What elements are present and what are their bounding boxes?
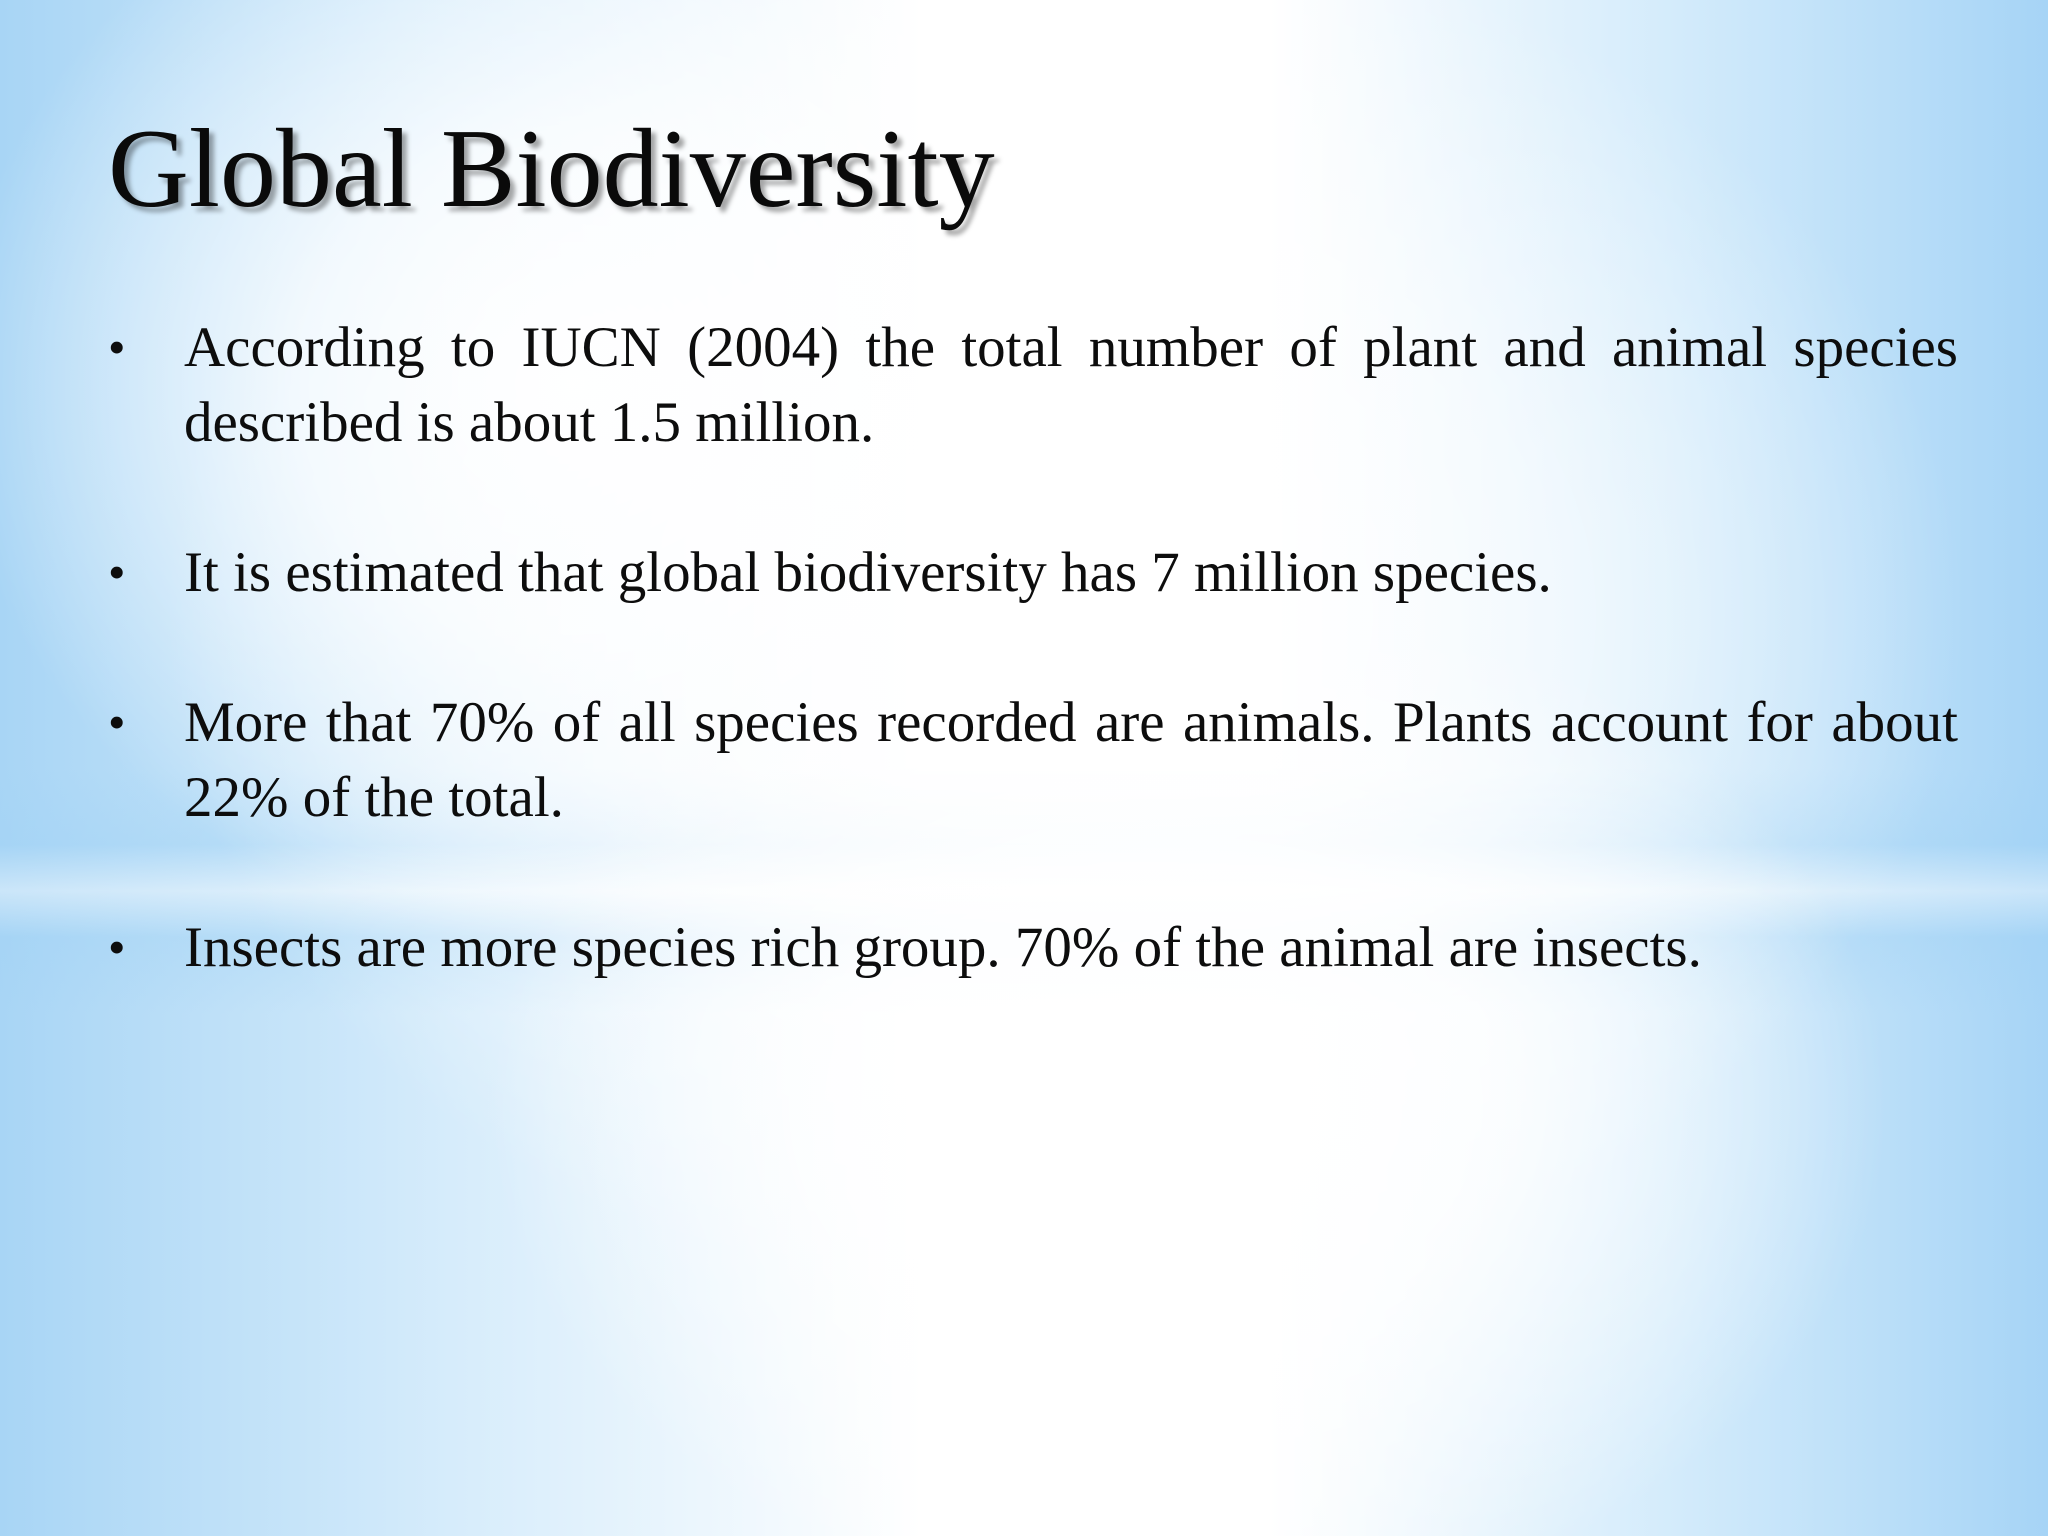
bullet-text: Insects are more species rich group. 70%… [184,916,1702,979]
slide-title: Global Biodiversity [108,107,995,231]
bullet-text: According to IUCN (2004) the total numbe… [184,316,1958,454]
bullet-text: More that 70% of all species recorded ar… [184,691,1958,829]
list-item: • It is estimated that global biodiversi… [108,535,1958,610]
bullet-icon: • [108,544,126,600]
list-item: • More that 70% of all species recorded … [108,685,1958,835]
bullet-icon: • [108,694,126,750]
bullet-text: It is estimated that global biodiversity… [184,541,1552,604]
bullet-list: • According to IUCN (2004) the total num… [108,310,1958,985]
list-item: • According to IUCN (2004) the total num… [108,310,1958,460]
bullet-icon: • [108,919,126,975]
bullet-icon: • [108,319,126,375]
list-item: • Insects are more species rich group. 7… [108,910,1958,985]
